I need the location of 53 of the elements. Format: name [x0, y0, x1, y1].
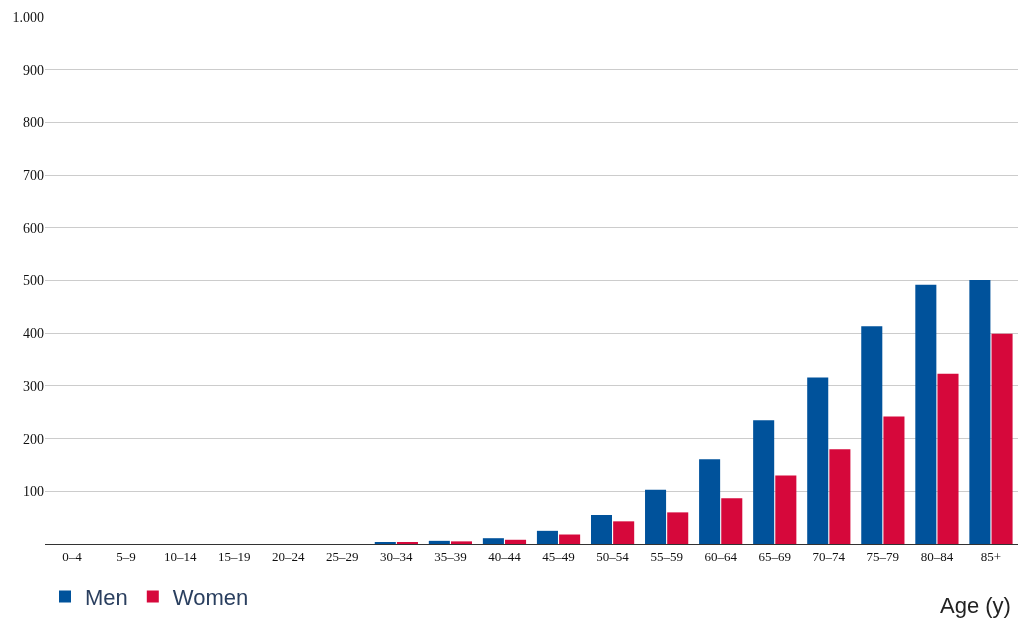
- bar: [775, 475, 797, 544]
- y-tick-label: 300: [23, 378, 44, 394]
- x-tick-label: 10–14: [163, 548, 197, 564]
- legend-label: Men: [85, 585, 128, 610]
- bar: [991, 333, 1013, 544]
- x-tick-label: 0–4: [62, 548, 83, 564]
- bar: [482, 538, 504, 544]
- x-tick-label: 20–24: [272, 548, 305, 564]
- legend-label: Women: [172, 585, 249, 610]
- bar: [753, 420, 775, 544]
- y-tick-label: 200: [23, 431, 44, 447]
- x-tick-label: 30–34: [380, 548, 414, 564]
- bar: [969, 279, 991, 544]
- bar: [428, 540, 450, 544]
- y-tick-label: 400: [23, 326, 44, 342]
- bar: [807, 377, 829, 544]
- x-axis-title: Age (y): [940, 593, 1011, 618]
- bar: [721, 498, 743, 544]
- y-tick-label: 100: [23, 484, 44, 500]
- bar: [590, 515, 613, 544]
- y-tick-label: 900: [23, 62, 44, 78]
- x-tick-label: 85+: [980, 548, 1002, 564]
- x-tick-label: 15–19: [217, 548, 251, 564]
- x-tick-label: 70–74: [812, 548, 846, 564]
- y-tick-label: 600: [23, 220, 44, 236]
- bar: [536, 530, 558, 544]
- x-tick-label: 75–79: [866, 548, 900, 564]
- x-tick-label: 5–9: [116, 548, 136, 564]
- bar: [613, 521, 635, 544]
- bar: [559, 534, 581, 544]
- x-tick-label: 45–49: [542, 548, 575, 564]
- x-tick-label: 80–84: [920, 548, 954, 564]
- x-tick-label: 35–39: [434, 548, 467, 564]
- y-tick-label: 800: [23, 115, 44, 131]
- x-tick-label: 50–54: [596, 548, 630, 564]
- bar: [645, 489, 667, 544]
- y-tick-label: 500: [23, 273, 44, 289]
- x-tick-label: 25–29: [326, 548, 359, 564]
- x-tick-label: 55–59: [650, 548, 683, 564]
- bar: [505, 539, 527, 544]
- bar: [829, 449, 851, 544]
- x-tick-label: 40–44: [488, 548, 522, 564]
- bar: [667, 512, 689, 544]
- x-tick-label: 60–64: [704, 548, 738, 564]
- x-tick-label: 65–69: [758, 548, 791, 564]
- bar: [915, 284, 937, 544]
- bar: [699, 459, 721, 544]
- y-tick-label: 700: [23, 168, 44, 183]
- bar: [937, 373, 959, 544]
- bar: [883, 416, 905, 544]
- bar: [861, 326, 883, 544]
- bar: [450, 541, 473, 544]
- y-tick-label: 1.000: [12, 9, 44, 25]
